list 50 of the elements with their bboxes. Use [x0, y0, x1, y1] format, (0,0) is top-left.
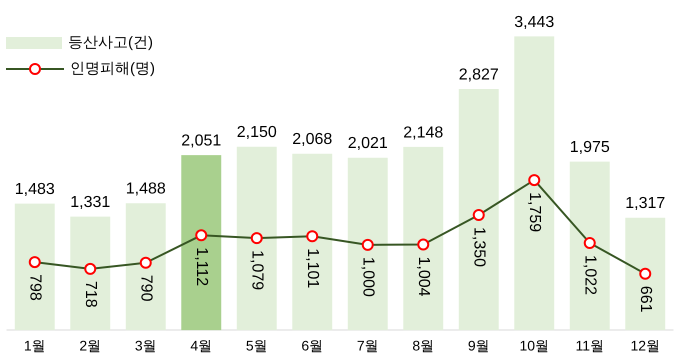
bar — [403, 146, 444, 330]
data-label: 1,317 — [625, 195, 666, 212]
data-label: 1,488 — [126, 180, 166, 198]
data-label: 1,350 — [470, 226, 488, 268]
x-tick-label: 12월 — [630, 337, 660, 354]
data-label: 2,148 — [403, 124, 444, 142]
data-label: 1,483 — [14, 181, 55, 198]
x-tick-label: 8월 — [412, 337, 434, 354]
data-label: 790 — [137, 274, 154, 302]
x-tick-label: 2월 — [79, 337, 102, 354]
bar — [570, 162, 610, 330]
data-label: 1,759 — [526, 192, 543, 232]
data-label: 798 — [26, 274, 44, 301]
data-label: 2,150 — [236, 124, 277, 142]
x-tick-label: 1월 — [24, 337, 46, 354]
data-label: 1,004 — [414, 256, 432, 297]
data-label: 2,051 — [181, 132, 222, 150]
data-label: 661 — [636, 286, 654, 313]
x-tick-label: 11월 — [575, 337, 604, 354]
data-label: 1,101 — [304, 248, 321, 288]
x-tick-label: 4월 — [190, 337, 212, 354]
bar — [14, 204, 55, 330]
bar — [292, 154, 332, 330]
data-label: 2,068 — [292, 131, 332, 148]
bar — [126, 203, 166, 330]
data-label: 3,443 — [514, 14, 554, 31]
x-tick-label: 9월 — [468, 337, 490, 354]
bar — [181, 155, 222, 330]
data-label: 2,021 — [348, 135, 388, 152]
bar — [236, 146, 277, 330]
data-label: 1,975 — [570, 139, 610, 156]
data-label: 1,000 — [359, 256, 376, 298]
bar — [514, 36, 554, 330]
data-label: 1,331 — [70, 194, 110, 212]
bar — [348, 158, 388, 330]
data-label: 1,079 — [248, 250, 266, 290]
x-tick-label: 3월 — [134, 337, 157, 354]
data-label: 2,827 — [458, 66, 499, 84]
bar — [70, 216, 110, 330]
x-tick-label: 10월 — [519, 337, 550, 354]
data-label: 718 — [82, 280, 99, 308]
data-label: 1,022 — [581, 254, 598, 296]
bar — [625, 218, 666, 330]
bar — [458, 88, 499, 330]
x-tick-label: 6월 — [301, 337, 324, 354]
data-label: 1,112 — [192, 247, 210, 286]
legend-label: 인명피해(명) — [70, 59, 155, 79]
x-tick-label: 5월 — [246, 337, 268, 354]
legend-label: 등산사고(건) — [68, 33, 153, 53]
x-tick-label: 7월 — [356, 337, 379, 354]
